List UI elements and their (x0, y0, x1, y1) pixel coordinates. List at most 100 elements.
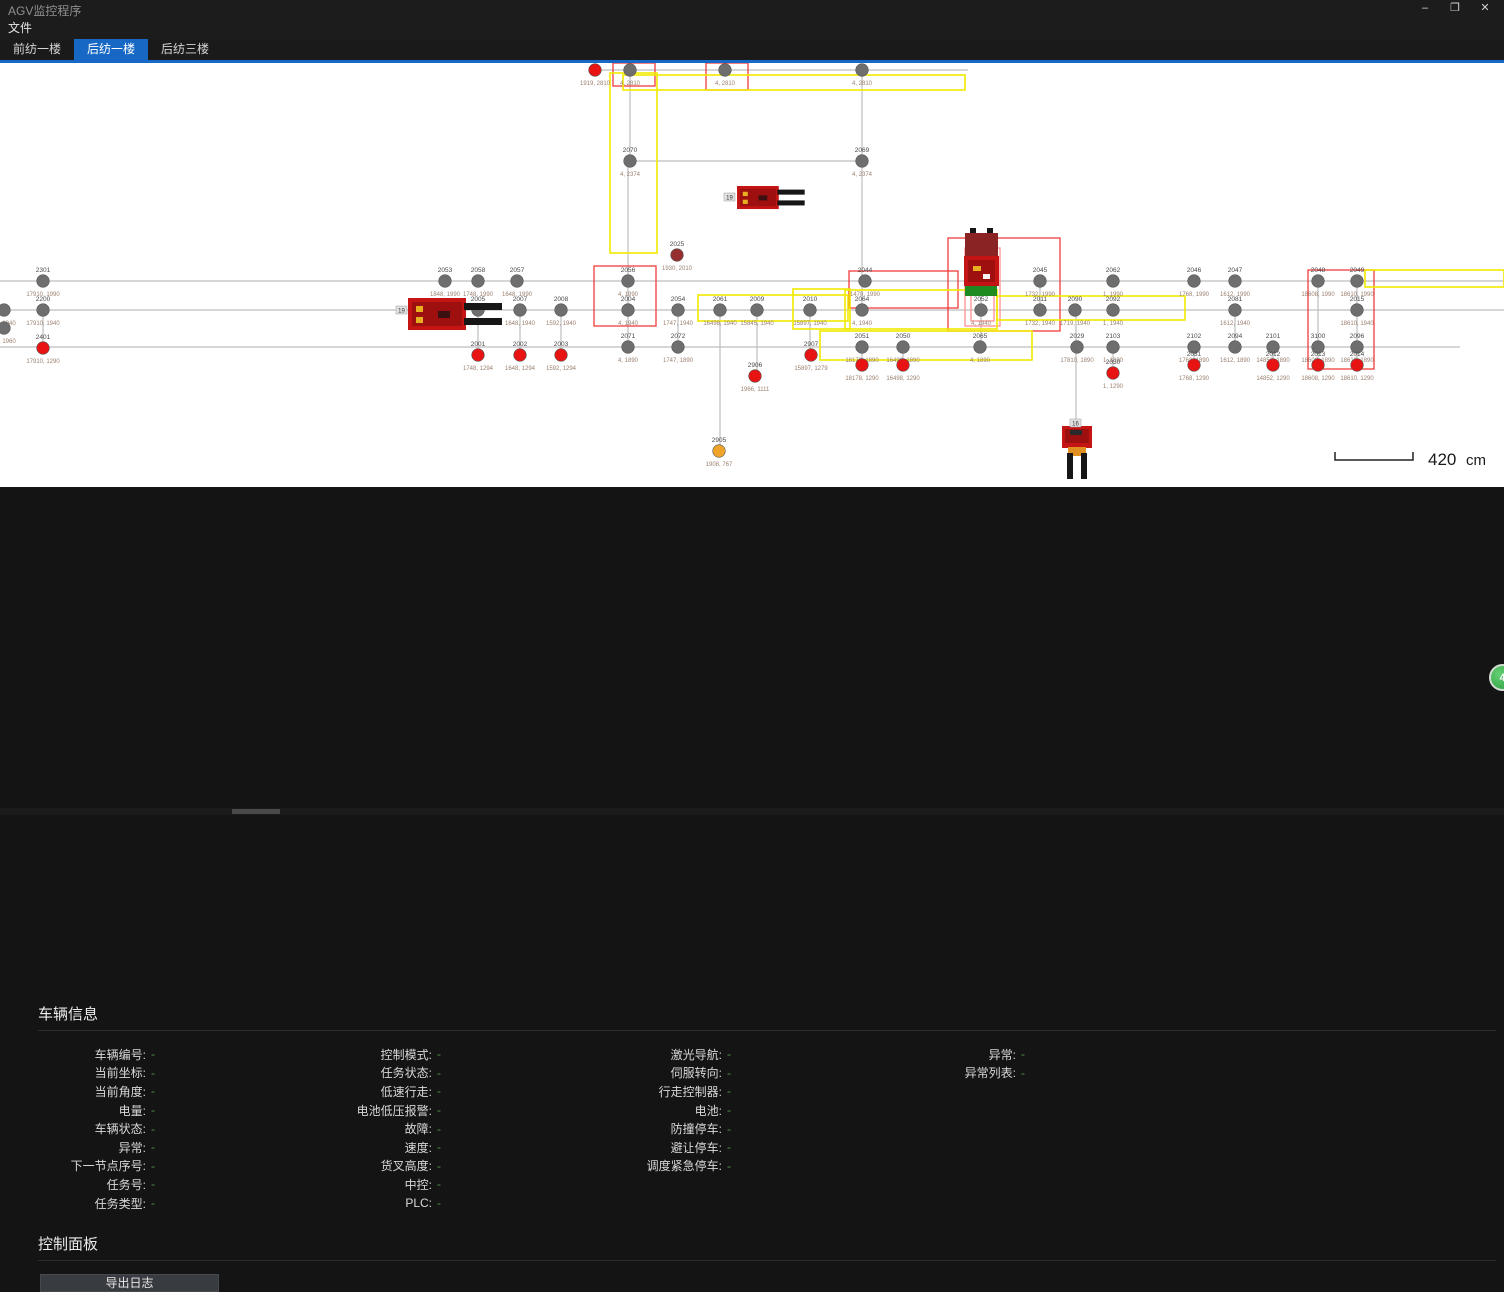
scrollbar-thumb[interactable] (232, 809, 280, 814)
map-node-red[interactable] (1350, 358, 1364, 372)
node-coord: 1648, 1294 (505, 366, 536, 372)
map-node-red[interactable] (513, 348, 527, 362)
map-node-gray[interactable] (1311, 274, 1325, 288)
map-node-gray[interactable] (513, 303, 527, 317)
map-node-gray[interactable] (0, 303, 11, 317)
map-node-gray[interactable] (554, 303, 568, 317)
map-node-gray[interactable] (1070, 340, 1084, 354)
map-node-gray[interactable] (621, 274, 635, 288)
map-node-gray[interactable] (1106, 303, 1120, 317)
map-node-gray[interactable] (1228, 303, 1242, 317)
map-node-red[interactable] (1187, 358, 1201, 372)
map-node-gray[interactable] (1033, 303, 1047, 317)
agv-vehicle-part[interactable] (742, 191, 748, 197)
tab-后纺三楼[interactable]: 后纺三楼 (161, 42, 210, 56)
map-node-red[interactable] (1311, 358, 1325, 372)
field-label: 任务号: (106, 1177, 146, 1192)
agv-vehicle-part[interactable] (777, 200, 805, 206)
agv-vehicle-part[interactable] (983, 274, 990, 279)
agv-vehicle-part[interactable] (973, 266, 981, 271)
agv-vehicle-part[interactable] (777, 189, 805, 195)
agv-vehicle-part[interactable] (1067, 453, 1073, 479)
agv-vehicle-part[interactable] (965, 286, 997, 296)
horizontal-scrollbar[interactable] (0, 808, 1504, 815)
agv-vehicle-part[interactable] (965, 233, 998, 256)
map-node-gray[interactable] (1228, 340, 1242, 354)
agv-vehicle-part[interactable] (1068, 447, 1086, 456)
map-node-red[interactable] (748, 369, 762, 383)
export-log-button[interactable]: 导出日志 (40, 1274, 219, 1292)
map-node-gray[interactable] (1106, 340, 1120, 354)
restore-button[interactable]: ❐ (1450, 2, 1460, 14)
map-node-gray[interactable] (1033, 274, 1047, 288)
close-button[interactable]: ✕ (1480, 2, 1490, 14)
map-node-gray[interactable] (0, 321, 11, 335)
agv-vehicle-part[interactable] (1081, 453, 1087, 479)
agv-vehicle-part[interactable] (416, 306, 423, 312)
map-node-gray[interactable] (1311, 340, 1325, 354)
map-node-gray[interactable] (36, 303, 50, 317)
map-node-gray[interactable] (896, 340, 910, 354)
map-node-gray[interactable] (855, 340, 869, 354)
map-node-gray[interactable] (855, 303, 869, 317)
map-node-red[interactable] (471, 348, 485, 362)
map-node-red[interactable] (896, 358, 910, 372)
map-node-gray[interactable] (621, 303, 635, 317)
map-node-gray[interactable] (858, 274, 872, 288)
notification-badge[interactable]: 4 (1489, 664, 1504, 691)
map-node-gray[interactable] (510, 274, 524, 288)
agv-vehicle-part[interactable] (416, 317, 423, 323)
map-node-gray[interactable] (623, 63, 637, 77)
map-node-gray[interactable] (621, 340, 635, 354)
map-node-red[interactable] (588, 63, 602, 77)
minimize-button[interactable]: – (1421, 2, 1429, 14)
map-canvas[interactable]: 1919, 281020664, 281020674, 281020684, 2… (0, 63, 1504, 487)
map-node-gray[interactable] (713, 303, 727, 317)
map-node-gray[interactable] (1187, 340, 1201, 354)
map-node-gray[interactable] (803, 303, 817, 317)
map-node-gray[interactable] (1350, 303, 1364, 317)
menu-file[interactable]: 文件 (8, 21, 33, 35)
map-node-orange[interactable] (712, 444, 726, 458)
map-node-gray[interactable] (974, 303, 988, 317)
map-node-gray[interactable] (1350, 340, 1364, 354)
map-node-gray[interactable] (36, 274, 50, 288)
field-value: - (1021, 1065, 1025, 1080)
agv-vehicle-part[interactable] (1070, 430, 1082, 435)
map-node-red[interactable] (554, 348, 568, 362)
agv-vehicle-part[interactable] (464, 318, 502, 325)
map-node-gray[interactable] (671, 303, 685, 317)
map-node-gray[interactable] (1350, 274, 1364, 288)
agv-vehicle-part[interactable] (464, 303, 502, 310)
agv-vehicle-part[interactable] (438, 311, 450, 318)
map-node-red[interactable] (804, 348, 818, 362)
tab-前纺一楼[interactable]: 前纺一楼 (13, 42, 62, 56)
map-node-red[interactable] (36, 341, 50, 355)
agv-vehicle-part[interactable] (968, 260, 995, 282)
agv-vehicle-part[interactable] (758, 195, 768, 201)
map-node-gray[interactable] (438, 274, 452, 288)
map-node-red[interactable] (1266, 358, 1280, 372)
map-node-gray[interactable] (1187, 274, 1201, 288)
node-coord: 16498, 1940 (703, 321, 737, 327)
map-node-red[interactable] (1106, 366, 1120, 380)
map-node-gray[interactable] (471, 274, 485, 288)
field-value: - (437, 1103, 441, 1118)
map-node-gray[interactable] (1106, 274, 1120, 288)
map-node-gray[interactable] (671, 340, 685, 354)
agv-vehicle-part[interactable] (739, 188, 776, 207)
map-node-gray[interactable] (623, 154, 637, 168)
tab-后纺一楼[interactable]: 后纺一楼 (74, 39, 149, 60)
agv-vehicle-part[interactable] (742, 199, 748, 204)
map-node-gray[interactable] (1266, 340, 1280, 354)
node-id: 2007 (513, 296, 528, 303)
map-node-red[interactable] (855, 358, 869, 372)
map-node-darkred[interactable] (670, 248, 684, 262)
map-node-gray[interactable] (750, 303, 764, 317)
map-node-gray[interactable] (1068, 303, 1082, 317)
map-node-gray[interactable] (1228, 274, 1242, 288)
map-node-gray[interactable] (718, 63, 732, 77)
map-node-gray[interactable] (855, 63, 869, 77)
map-node-gray[interactable] (855, 154, 869, 168)
map-node-gray[interactable] (973, 340, 987, 354)
